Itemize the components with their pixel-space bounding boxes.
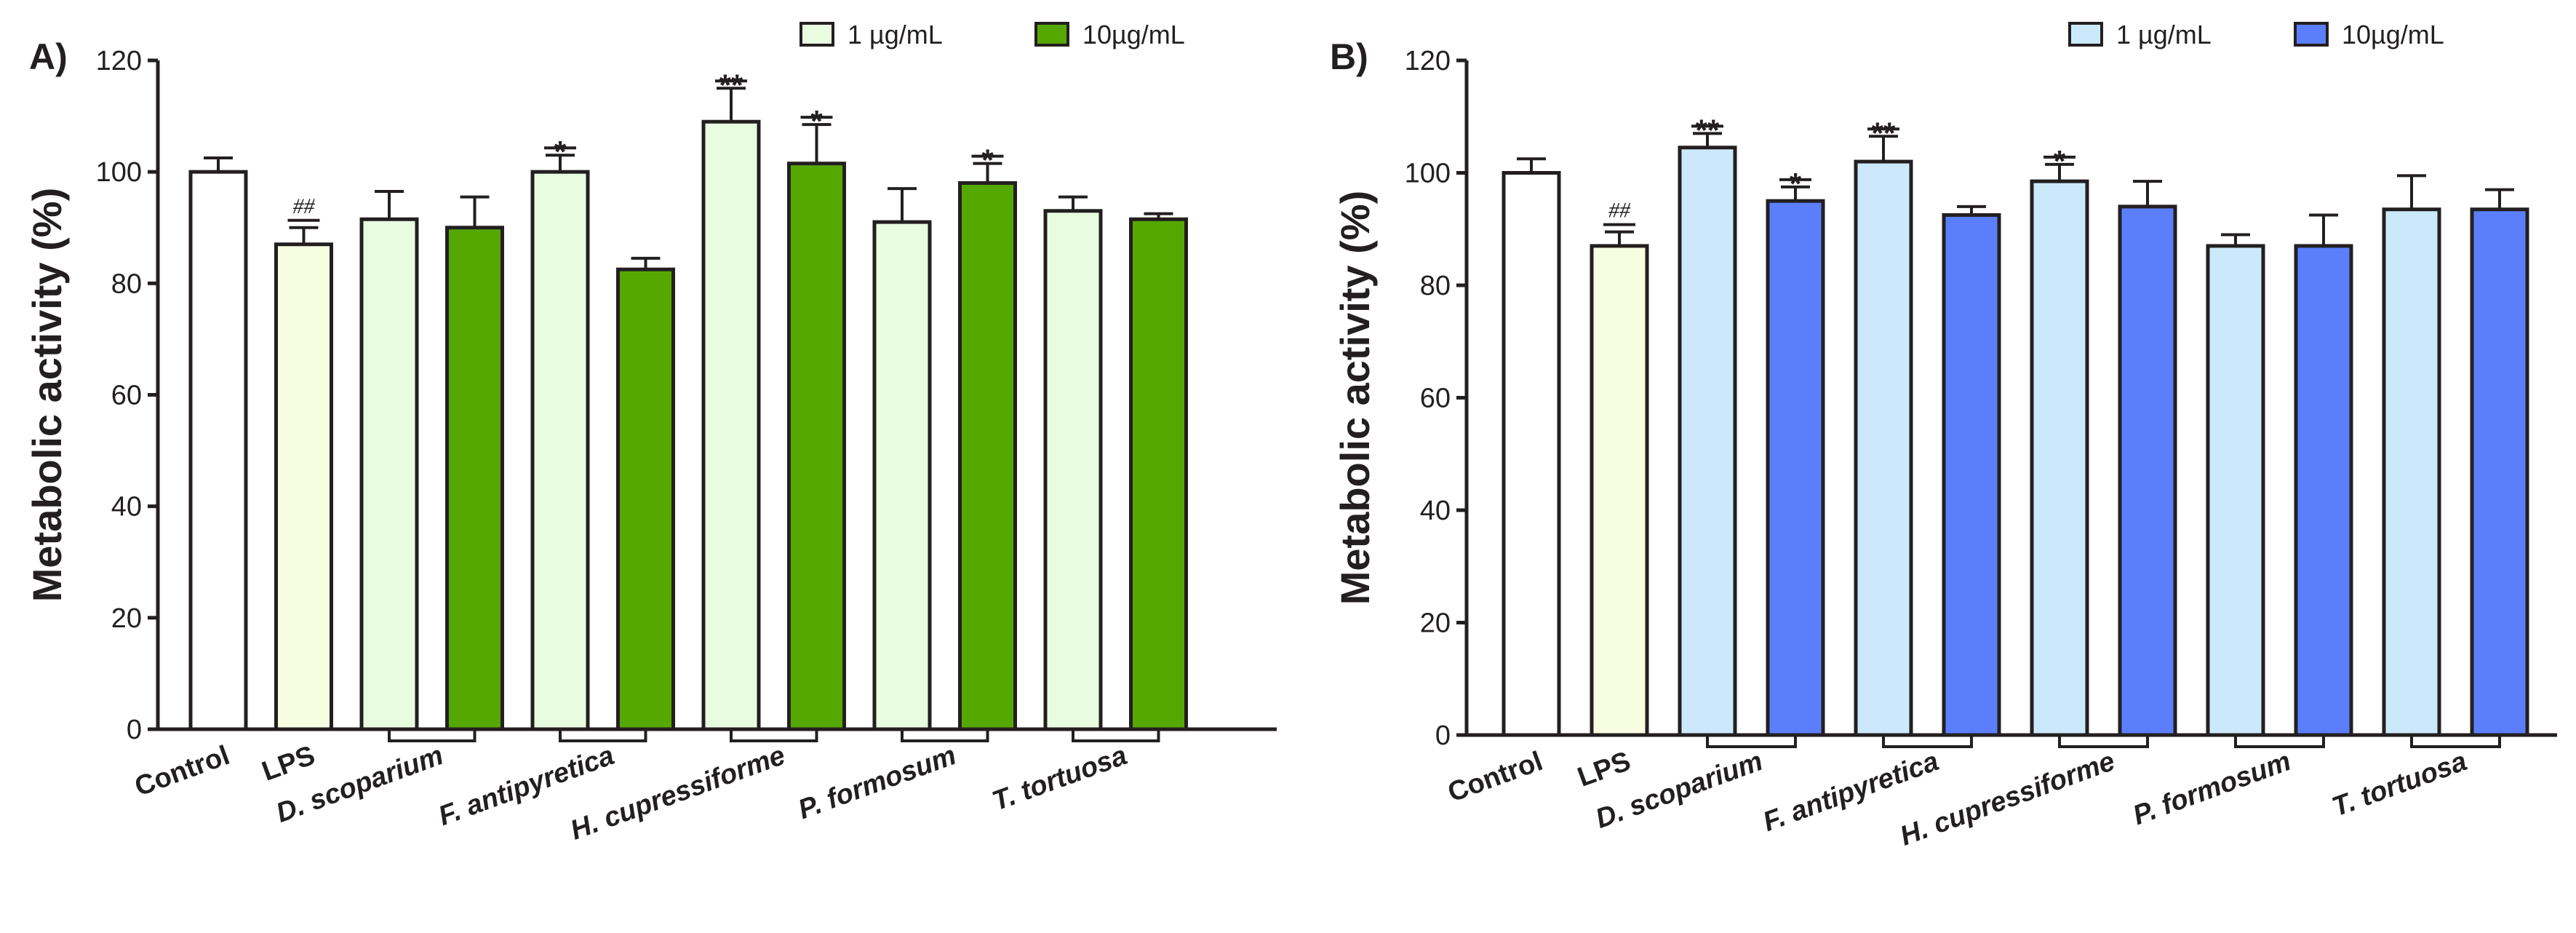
y-tick-label: 100: [96, 157, 142, 188]
significance-label: ##: [293, 194, 316, 218]
significance-label: ##: [1608, 199, 1631, 223]
bar: [2206, 244, 2265, 737]
bar: [701, 119, 761, 731]
bar: [1942, 213, 2001, 737]
significance-label: *: [810, 104, 823, 138]
group-bracket: [1882, 737, 1973, 748]
panel-label: B): [1330, 36, 1368, 77]
significance-label: **: [1696, 113, 1720, 147]
significance-label: *: [554, 135, 567, 169]
significance-label: **: [719, 68, 743, 102]
x-category-label: P. formosum: [794, 740, 960, 825]
bar: [2382, 207, 2441, 737]
bar: [1502, 171, 1561, 737]
legend-label-low: 1 µg/mL: [2116, 20, 2212, 49]
y-tick-label: 0: [1435, 720, 1451, 751]
group-bracket: [2234, 737, 2325, 748]
bar: [1678, 146, 1737, 737]
legend-label-high: 10µg/mL: [2342, 20, 2444, 49]
y-tick-label: 80: [111, 269, 142, 299]
y-tick-label: 120: [96, 46, 142, 76]
x-category-label: LPS: [258, 740, 319, 787]
y-tick-label: 20: [111, 603, 142, 634]
legend-label-low: 1 µg/mL: [848, 20, 943, 49]
legend-swatch-high: [1034, 22, 1069, 47]
y-axis-title: Metabolic activity (%): [1332, 191, 1378, 605]
chart-panel-a: A) Metabolic activity (%) 0 20 40 60 80 100 120 1…: [24, 20, 1277, 846]
bar: [872, 220, 932, 731]
bar: [2030, 179, 2089, 737]
x-category-label: T. tortuosa: [2328, 746, 2471, 823]
group-bracket: [730, 731, 818, 742]
bar: [616, 267, 675, 731]
legend-swatch-low: [2068, 22, 2103, 47]
legend-swatch-high: [2294, 22, 2329, 47]
y-tick-label: 80: [1420, 271, 1451, 301]
group-bracket: [2410, 737, 2501, 748]
x-category-label: Control: [131, 740, 234, 803]
significance-label: *: [1790, 167, 1802, 201]
bar: [359, 217, 419, 731]
y-tick-label: 0: [127, 715, 142, 745]
y-tick-label: 120: [1405, 46, 1451, 76]
group-bracket: [901, 731, 989, 742]
group-bracket: [388, 731, 476, 742]
bar: [1854, 159, 1913, 737]
bar: [958, 180, 1017, 731]
bar: [1043, 209, 1103, 731]
bar: [1766, 199, 1825, 737]
bar: [445, 226, 504, 731]
y-tick-label: 60: [1420, 384, 1451, 414]
significance-label: *: [981, 143, 994, 178]
group-bracket: [1706, 737, 1797, 748]
bar: [1129, 217, 1188, 731]
significance-label: *: [2054, 144, 2066, 178]
panel-label: A): [29, 36, 68, 77]
bar: [530, 170, 590, 731]
y-tick-label: 40: [111, 492, 142, 523]
bar: [188, 170, 248, 731]
x-category-label: T. tortuosa: [989, 740, 1131, 817]
x-category-label: P. formosum: [2129, 746, 2295, 831]
y-axis-title: Metabolic activity (%): [24, 188, 70, 602]
x-category-label: LPS: [1574, 746, 1635, 793]
y-tick-label: 100: [1405, 159, 1451, 189]
bar: [2118, 205, 2177, 737]
y-tick-label: 40: [1420, 496, 1451, 526]
group-bracket: [1072, 731, 1160, 742]
chart-panel-b: B) Metabolic activity (%) 0 20 40 60 80 100 120 1…: [1330, 20, 2557, 852]
y-tick-label: 60: [111, 381, 142, 411]
significance-label: **: [1872, 116, 1896, 150]
group-bracket: [2058, 737, 2149, 748]
bar: [2470, 207, 2529, 737]
y-tick-label: 20: [1420, 608, 1451, 639]
bar: [2294, 244, 2353, 737]
group-bracket: [559, 731, 647, 742]
bar: [1590, 244, 1649, 737]
bar: [274, 242, 333, 731]
x-category-label: Control: [1444, 746, 1547, 809]
bar: [787, 162, 846, 731]
legend-swatch-low: [799, 22, 834, 47]
legend-label-high: 10µg/mL: [1082, 20, 1185, 49]
